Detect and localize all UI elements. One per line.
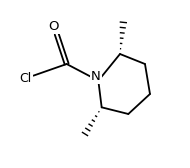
Text: Cl: Cl bbox=[20, 72, 32, 85]
Text: O: O bbox=[48, 20, 59, 33]
Text: N: N bbox=[91, 70, 101, 83]
